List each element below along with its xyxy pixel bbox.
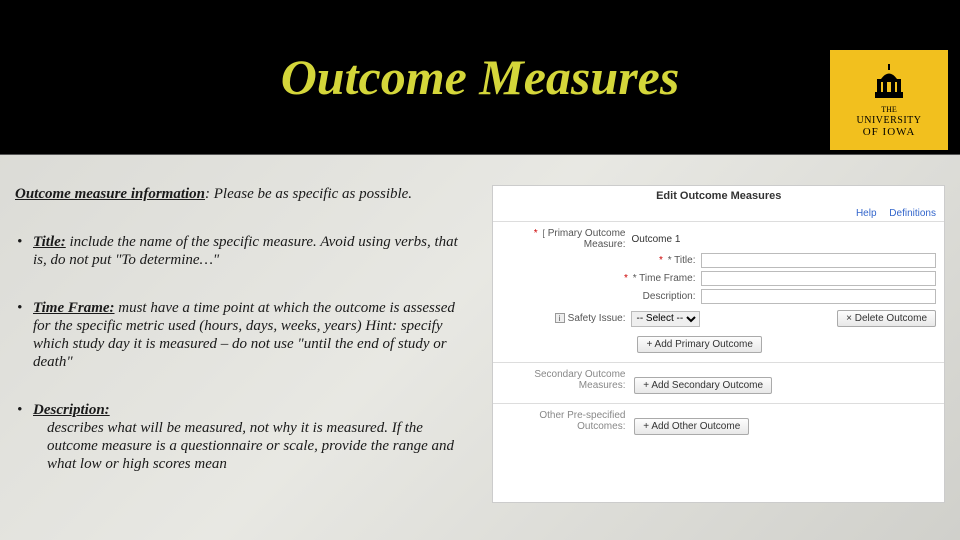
secondary-label: Secondary Outcome Measures:: [501, 369, 631, 391]
intro-rest: : Please be as specific as possible.: [205, 186, 412, 202]
definitions-link[interactable]: Definitions: [889, 208, 936, 219]
add-secondary-outcome-button[interactable]: + Add Secondary Outcome: [634, 377, 772, 394]
secondary-outcome-section: Secondary Outcome Measures: + Add Second…: [493, 362, 944, 403]
description-label: Description:: [501, 291, 701, 302]
safety-select[interactable]: -- Select --: [631, 311, 700, 327]
info-icon[interactable]: i: [555, 313, 565, 323]
other-outcome-section: Other Pre-specified Outcomes: + Add Othe…: [493, 403, 944, 444]
bullet-title: Title: include the name of the specific …: [15, 233, 472, 269]
content-area: Outcome measure information: Please be a…: [0, 155, 960, 513]
bullet-rest: describes what will be measured, not why…: [33, 419, 472, 473]
bullet-timeframe: Time Frame: must have a time point at wh…: [15, 299, 472, 371]
bullet-lead: Description:: [33, 402, 110, 418]
primary-outcome-section: * [ Primary Outcome Measure: Outcome 1 *…: [493, 221, 944, 362]
primary-outcome-label: * [ Primary Outcome Measure:: [501, 228, 631, 250]
panel-links: Help Definitions: [493, 206, 944, 221]
bullet-description: Description: describes what will be meas…: [15, 401, 472, 473]
help-link[interactable]: Help: [856, 208, 877, 219]
bullet-rest: include the name of the specific measure…: [33, 234, 458, 268]
intro-line: Outcome measure information: Please be a…: [15, 185, 472, 203]
university-logo: THE UNIVERSITY OF IOWA: [830, 50, 948, 150]
dome-icon: [869, 62, 909, 102]
bullet-lead: Title:: [33, 234, 66, 250]
title-label: * * Title:: [501, 255, 701, 266]
add-other-outcome-button[interactable]: + Add Other Outcome: [634, 418, 749, 435]
add-primary-outcome-button[interactable]: + Add Primary Outcome: [637, 336, 761, 353]
header-bar: Outcome Measures THE UNIVERSITY OF IOWA: [0, 0, 960, 155]
text-column: Outcome measure information: Please be a…: [15, 185, 472, 503]
intro-lead: Outcome measure information: [15, 186, 205, 202]
title-input[interactable]: [701, 253, 936, 268]
primary-outcome-value: Outcome 1: [631, 234, 680, 245]
safety-label: iSafety Issue:: [501, 313, 631, 324]
logo-text: THE UNIVERSITY OF IOWA: [857, 106, 922, 138]
bullet-lead: Time Frame:: [33, 300, 115, 316]
delete-outcome-button[interactable]: × Delete Outcome: [837, 310, 936, 327]
form-screenshot-panel: Edit Outcome Measures Help Definitions *…: [492, 185, 945, 503]
panel-title: Edit Outcome Measures: [493, 186, 944, 206]
timeframe-input[interactable]: [701, 271, 936, 286]
description-input[interactable]: [701, 289, 936, 304]
slide-title: Outcome Measures: [281, 48, 680, 106]
timeframe-label: * * Time Frame:: [501, 273, 701, 284]
other-label: Other Pre-specified Outcomes:: [501, 410, 631, 432]
